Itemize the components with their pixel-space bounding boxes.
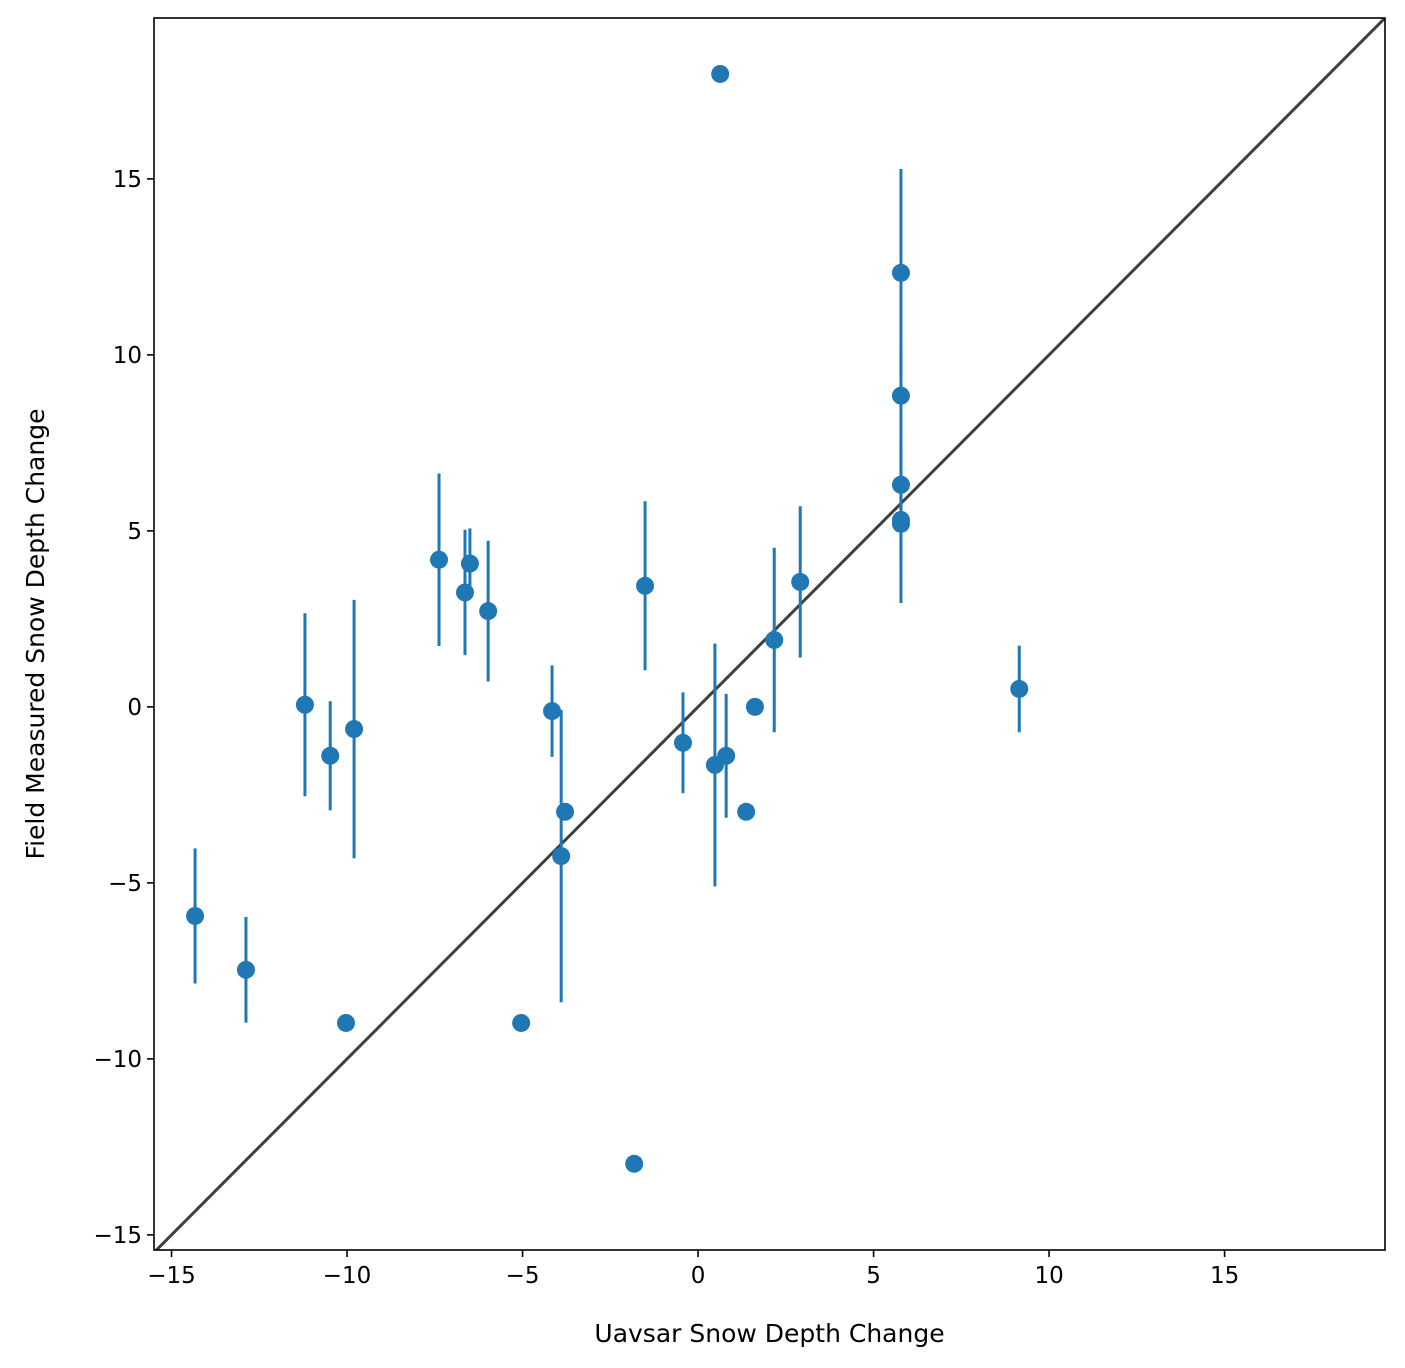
data-point [460,554,479,573]
data-point [625,1154,644,1173]
y-tick-label: 10 [113,343,142,369]
data-point [737,802,756,821]
data-point [543,702,562,721]
data-point [345,720,364,739]
x-tick-label: 10 [1034,1263,1063,1289]
data-point [430,550,449,569]
x-tick-label: −5 [506,1263,540,1289]
data-point [455,583,474,602]
data-point [673,733,692,752]
data-point [236,960,255,979]
data-point [791,572,810,591]
data-point [745,697,764,716]
x-axis-label: Uavsar Snow Depth Change [594,1319,944,1348]
identity-line [154,18,1385,1250]
data-point [1010,679,1029,698]
y-tick-label: −10 [93,1047,142,1073]
y-tick-label: 5 [127,519,142,545]
x-tick-label: 0 [691,1263,706,1289]
data-point [711,64,730,83]
x-tick-label: 15 [1210,1263,1239,1289]
y-tick-label: −5 [108,871,142,897]
x-tick-label: −10 [323,1263,372,1289]
data-point [552,847,571,866]
y-axis-label: Field Measured Snow Depth Change [21,409,50,860]
x-tick-label: 5 [866,1263,881,1289]
data-point [891,386,910,405]
data-point [337,1013,356,1032]
y-tick-label: −15 [93,1223,142,1249]
data-point [891,263,910,282]
data-point [717,746,736,765]
plot-frame [153,17,1386,1251]
data-point [512,1013,531,1032]
data-point [321,746,340,765]
data-point [479,602,498,621]
data-point [636,576,655,595]
data-point [891,514,910,533]
y-tick-label: 0 [127,695,142,721]
data-point [765,630,784,649]
x-tick-label: −15 [147,1263,196,1289]
data-point [891,475,910,494]
data-point [295,695,314,714]
data-point [556,802,575,821]
data-point [186,906,205,925]
y-tick-label: 15 [113,167,142,193]
